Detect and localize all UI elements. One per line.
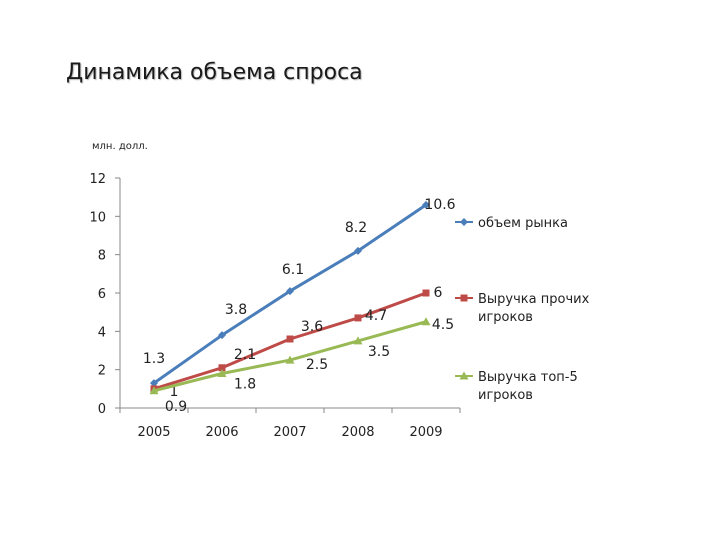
x-tick-label: 2008	[341, 425, 374, 440]
data-point	[149, 386, 159, 395]
data-point	[285, 355, 295, 364]
y-tick-label: 10	[89, 210, 106, 225]
data-label: 8.2	[345, 220, 367, 236]
data-point	[218, 364, 226, 372]
legend-swatch-marker	[460, 294, 468, 302]
data-label: 3.8	[225, 302, 247, 318]
y-tick-label: 0	[98, 402, 106, 417]
data-label: 0.9	[165, 399, 187, 415]
y-tick-label: 2	[98, 364, 106, 379]
data-label: 4.5	[432, 317, 454, 333]
legend-label: объем рынка	[478, 216, 568, 231]
slide-title: Динамика объема спроса	[66, 60, 363, 85]
x-tick-label: 2007	[273, 425, 306, 440]
data-point	[353, 336, 363, 345]
data-label: 1.3	[143, 351, 165, 367]
x-tick-label: 2009	[409, 425, 442, 440]
legend-swatch-marker	[460, 218, 468, 226]
legend-swatch-marker	[459, 371, 469, 380]
y-tick-label: 6	[98, 287, 106, 302]
data-label: 1	[170, 384, 179, 400]
data-point	[422, 289, 430, 297]
y-tick-label: 12	[89, 172, 106, 187]
data-point	[286, 335, 294, 343]
legend-label: Выручка прочих игроков	[478, 292, 590, 325]
data-label: 6.1	[282, 262, 304, 278]
x-tick-label: 2005	[137, 425, 170, 440]
data-point	[421, 317, 431, 326]
data-point	[354, 246, 362, 255]
data-label: 1.8	[234, 377, 256, 393]
data-point	[422, 200, 430, 209]
data-point	[354, 314, 362, 322]
data-label: 4.7	[365, 308, 387, 324]
x-tick-label: 2006	[205, 425, 238, 440]
data-point	[217, 369, 227, 377]
y-unit-label: млн. долл.	[92, 141, 148, 152]
data-label: 3.5	[368, 344, 390, 360]
y-tick-label: 4	[98, 325, 106, 340]
legend-label: Выручка топ-5 игроков	[478, 370, 578, 403]
data-point	[218, 331, 226, 340]
data-label: 2.5	[306, 357, 328, 373]
data-label: 10.6	[424, 197, 455, 213]
data-point	[150, 379, 158, 388]
data-label: 2.1	[234, 347, 256, 363]
y-tick-label: 8	[98, 249, 106, 264]
data-label: 3.6	[301, 319, 323, 335]
data-label: 6	[434, 285, 443, 301]
data-point	[286, 287, 294, 296]
